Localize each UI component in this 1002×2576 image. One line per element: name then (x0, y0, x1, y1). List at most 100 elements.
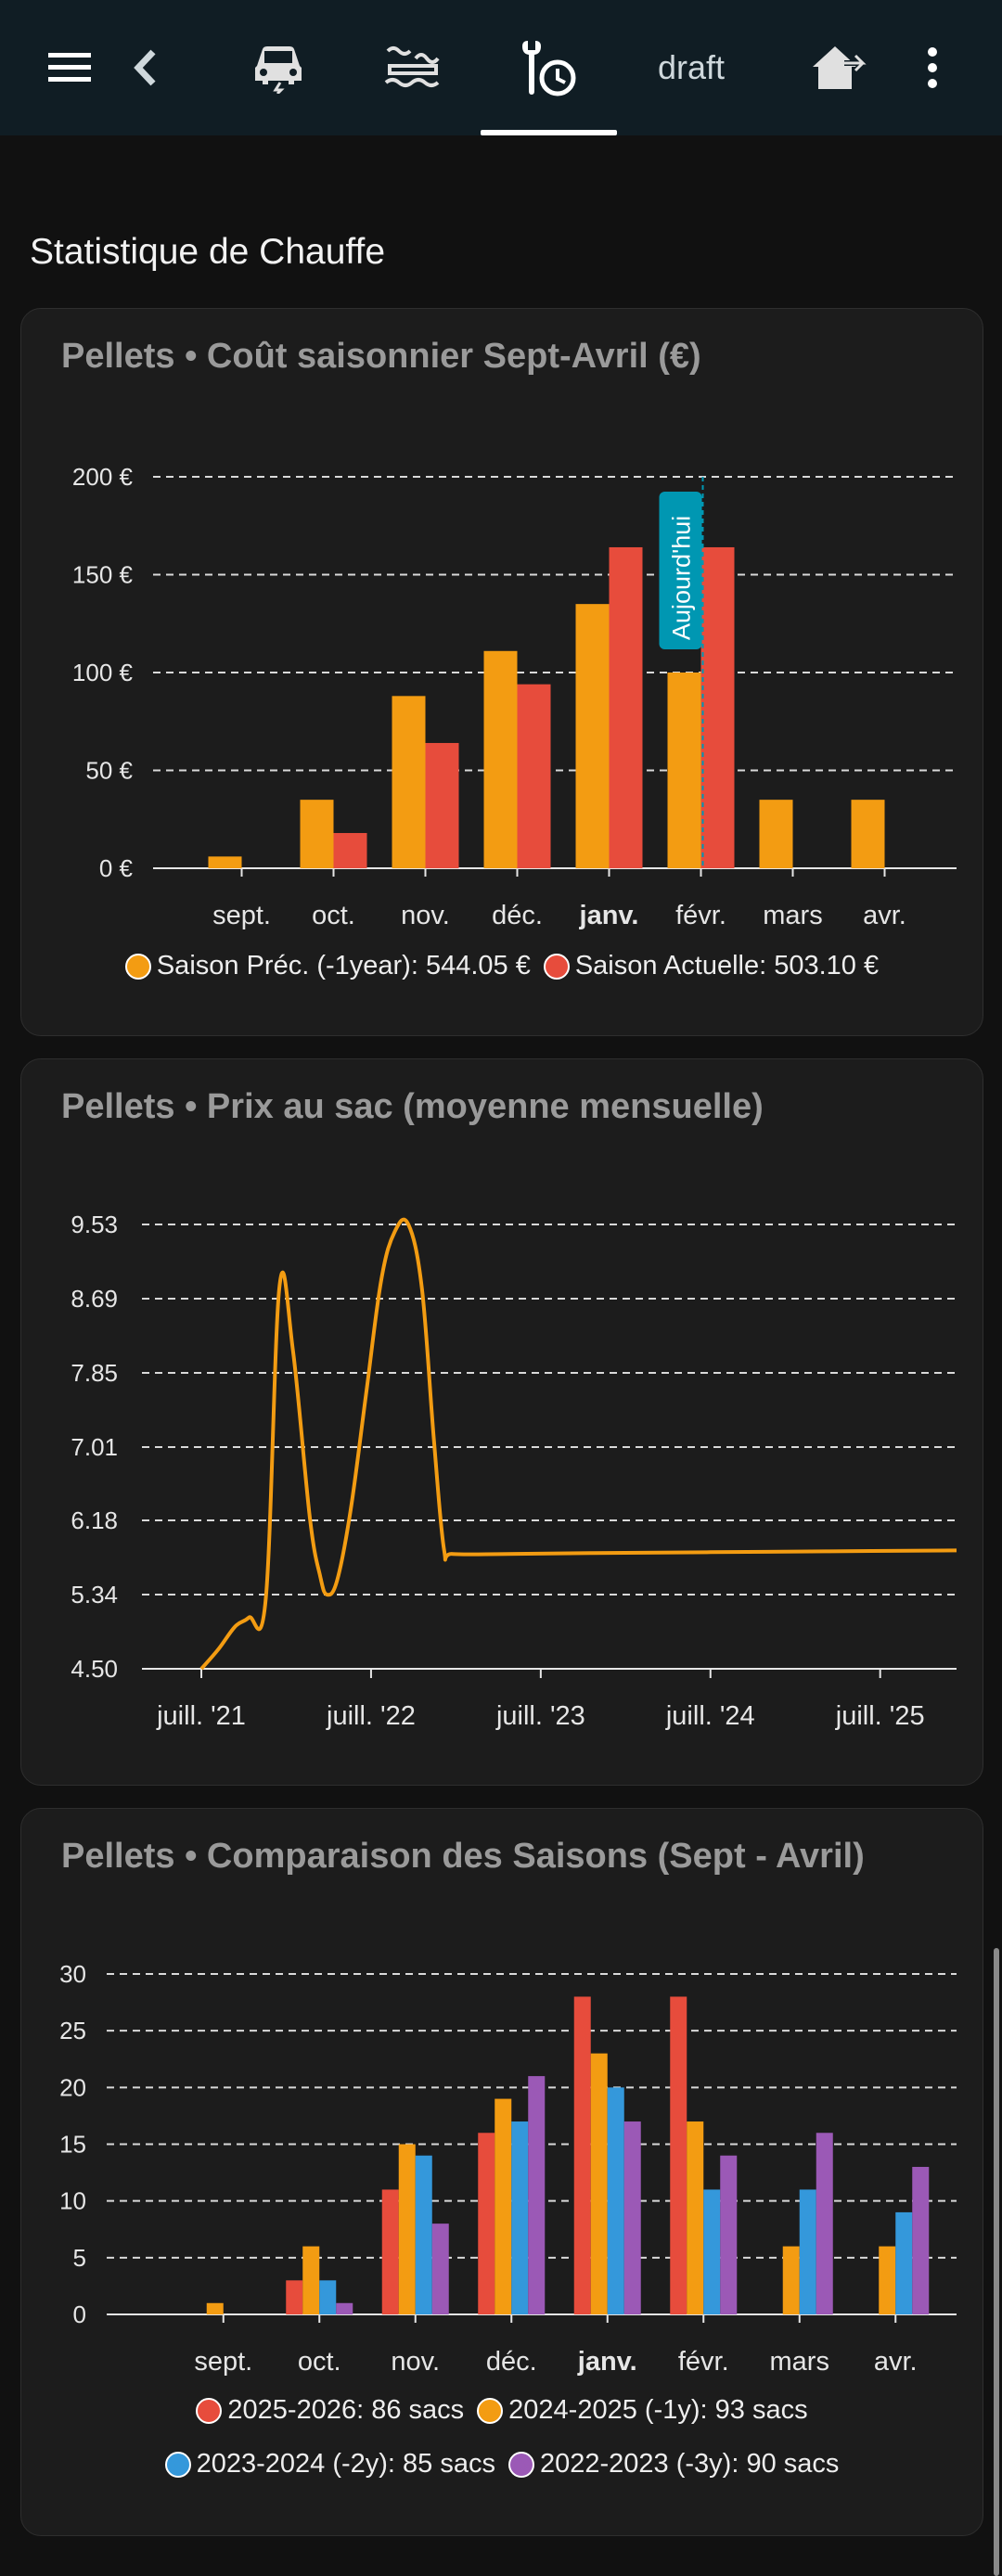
legend-label: 2022-2023 (-3y): 90 sacs (540, 2449, 840, 2479)
bar-2023-2024-2y--1 (319, 2280, 337, 2314)
bar-saison-pr-c-1year--4 (575, 604, 610, 868)
y-tick-label: 10 (59, 2187, 86, 2215)
legend-item-previous-season[interactable]: Saison Préc. (-1year): 544.05 € (124, 951, 531, 981)
x-tick-label: déc. (486, 2347, 537, 2377)
y-tick-label: 0 € (99, 854, 134, 882)
wrench-clock-icon (522, 41, 576, 96)
y-tick-label: 7.01 (71, 1433, 118, 1461)
bar-2023-2024-2y--6 (799, 2189, 816, 2314)
draft-tab-label: draft (657, 48, 726, 86)
bar-2024-2025-1y--7 (879, 2246, 896, 2314)
bar-2025-2026-1 (286, 2280, 303, 2314)
bar-2024-2025-1y--6 (782, 2246, 800, 2314)
y-tick-label: 6.18 (71, 1506, 118, 1534)
bar-saison-actuelle-5 (700, 546, 735, 868)
legend-item-2023-2024[interactable]: 2023-2024 (-2y): 85 sacs (164, 2449, 495, 2480)
heating-tab[interactable] (376, 0, 450, 135)
x-tick-label: juill. '25 (835, 1701, 925, 1731)
legend-dot (477, 2397, 504, 2424)
legend-item-2025-2026[interactable]: 2025-2026: 86 sacs (196, 2395, 464, 2426)
bar-2024-2025-1y--1 (302, 2246, 320, 2314)
back-tab[interactable] (119, 0, 174, 135)
bar-2024-2025-1y--2 (398, 2144, 416, 2314)
heat-wave-icon (384, 46, 440, 87)
legend-label: 2023-2024 (-2y): 85 sacs (196, 2449, 495, 2479)
x-tick-label: janv. (577, 2347, 637, 2377)
bar-saison-pr-c-1year--5 (667, 673, 701, 868)
menu-icon (48, 53, 91, 82)
tab-draft[interactable]: draft (640, 0, 742, 135)
bar-2022-2023-3y--5 (720, 2155, 738, 2314)
legend-item-current-season[interactable]: Saison Actuelle: 503.10 € (543, 951, 879, 981)
bar-saison-actuelle-1 (333, 833, 367, 868)
bar-saison-pr-c-1year--1 (300, 800, 334, 868)
x-tick-label: janv. (579, 901, 639, 930)
bar-2022-2023-3y--3 (528, 2076, 546, 2314)
price-chart: 4.50 5.34 6.18 7.01 7.85 8.69 9.53 juill. '21 ju… (71, 1211, 957, 1731)
bar-2025-2026-3 (478, 2133, 495, 2314)
legend-item-2024-2025[interactable]: 2024-2025 (-1y): 93 sacs (477, 2395, 808, 2426)
cost-chart-card: Pellets • Coût saisonnier Sept-Avril (€)… (20, 308, 983, 1036)
x-tick-label: oct. (298, 2347, 341, 2377)
menu-button[interactable] (37, 0, 102, 135)
legend-label: Saison Préc. (-1year): 544.05 € (156, 951, 531, 980)
today-marker-label: Aujourd'hui (668, 516, 696, 640)
x-tick-label: juill. '21 (156, 1701, 246, 1731)
legend-dot (124, 953, 151, 980)
y-tick-label: 200 € (72, 463, 134, 491)
active-tab-indicator (481, 130, 617, 135)
y-tick-label: 30 (59, 1960, 86, 1988)
bar-2025-2026-2 (381, 2189, 399, 2314)
bar-2022-2023-3y--4 (623, 2121, 641, 2314)
y-tick-label: 5 (73, 2244, 86, 2272)
y-tick-label: 100 € (72, 659, 134, 686)
y-tick-label: 0 (73, 2300, 86, 2328)
x-tick-label: sept. (212, 901, 271, 930)
x-tick-label: nov. (401, 901, 450, 930)
x-tick-label: juill. '22 (326, 1701, 416, 1731)
y-tick-label: 50 € (85, 757, 133, 785)
more-options-button[interactable] (918, 0, 946, 135)
today-marker-badge (659, 492, 702, 649)
bar-saison-actuelle-2 (425, 742, 459, 868)
home-export-icon (812, 46, 867, 89)
x-tick-label: nov. (391, 2347, 440, 2377)
legend-label: 2024-2025 (-1y): 93 sacs (508, 2395, 808, 2425)
x-tick-label: mars (763, 901, 822, 930)
y-tick-label: 20 (59, 2073, 86, 2101)
x-tick-label: déc. (492, 901, 543, 930)
y-tick-label: 8.69 (71, 1285, 118, 1313)
price-series-line (199, 1217, 957, 1671)
legend-item-2022-2023[interactable]: 2022-2023 (-3y): 90 sacs (508, 2449, 839, 2480)
bar-2024-2025-1y--0 (206, 2302, 224, 2314)
car-charging-icon (255, 46, 302, 94)
y-tick-label: 5.34 (71, 1581, 118, 1608)
scrollbar[interactable] (994, 1948, 999, 2576)
bar-2023-2024-2y--3 (511, 2121, 529, 2314)
y-tick-label: 9.53 (71, 1211, 118, 1238)
bar-saison-pr-c-1year--3 (483, 650, 518, 868)
maintenance-tab[interactable] (510, 0, 584, 135)
y-tick-label: 7.85 (71, 1359, 118, 1387)
bar-2022-2023-3y--6 (816, 2133, 833, 2314)
bar-saison-pr-c-1year--0 (208, 856, 242, 868)
y-tick-label: 15 (59, 2131, 86, 2159)
y-tick-label: 4.50 (71, 1655, 118, 1683)
car-tab[interactable] (241, 0, 315, 135)
x-tick-label: févr. (675, 901, 726, 930)
x-tick-label: juill. '24 (665, 1701, 755, 1731)
season-comparison-card: Pellets • Comparaison des Saisons (Sept … (20, 1808, 983, 2536)
bar-2024-2025-1y--3 (495, 2098, 512, 2314)
cost-chart-title: Pellets • Coût saisonnier Sept-Avril (€) (61, 337, 701, 376)
legend-dot (196, 2397, 223, 2424)
price-chart-title: Pellets • Prix au sac (moyenne mensuelle… (61, 1087, 764, 1126)
legend-dot (543, 953, 570, 980)
home-tab[interactable] (803, 0, 872, 135)
bar-2025-2026-4 (573, 1996, 591, 2314)
x-tick-label: oct. (312, 901, 355, 930)
bar-2022-2023-3y--1 (336, 2302, 353, 2314)
dots-vertical-icon (928, 47, 937, 88)
season-legend-row-2: 2023-2024 (-2y): 85 sacs 2022-2023 (-3y)… (21, 2449, 983, 2480)
season-comparison-chart: 0 5 10 15 20 25 30 sept. oct. nov. déc. janv. févr. m… (59, 1960, 957, 2377)
y-tick-label: 25 (59, 2017, 86, 2044)
